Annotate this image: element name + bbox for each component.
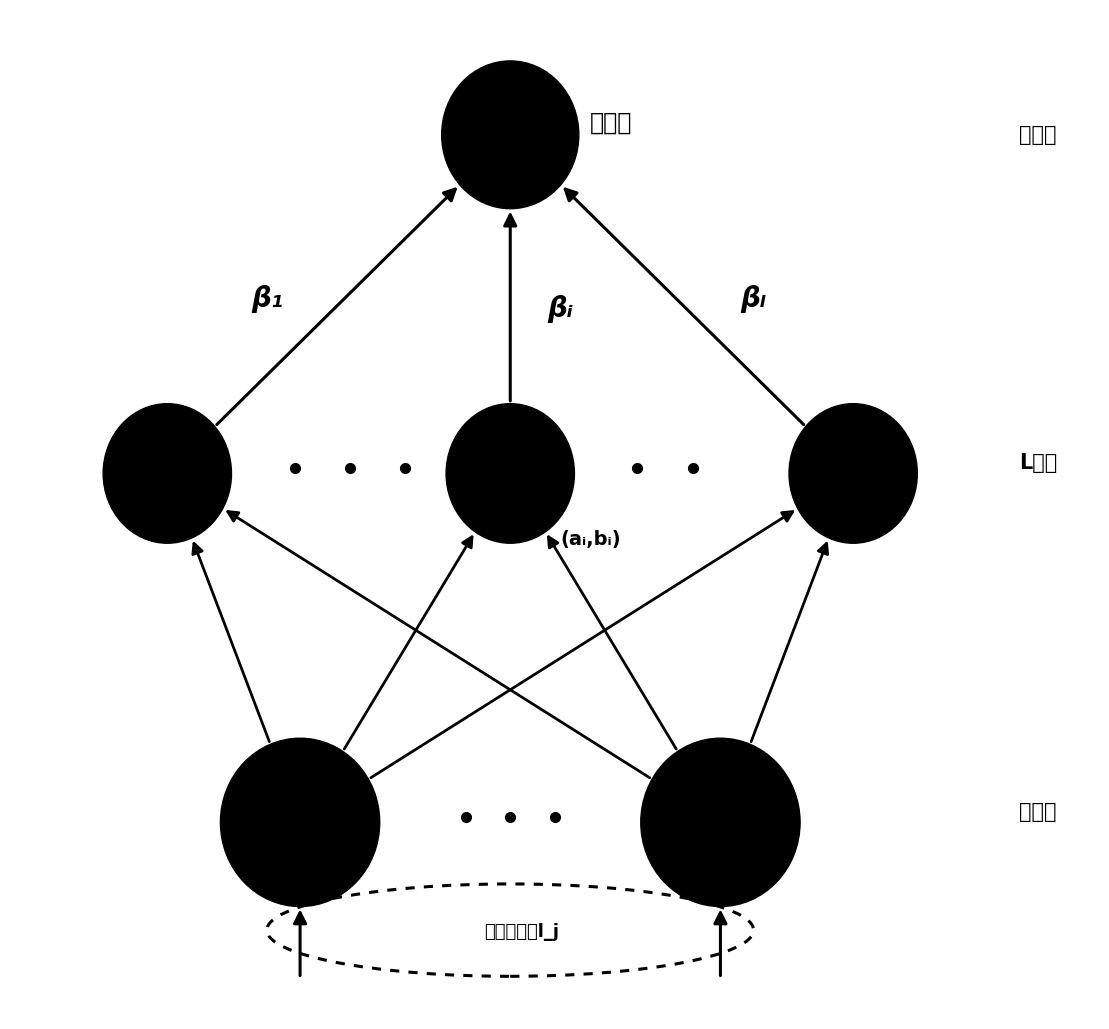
Ellipse shape bbox=[446, 403, 574, 543]
Ellipse shape bbox=[641, 738, 800, 907]
Text: βᵢ: βᵢ bbox=[547, 295, 573, 323]
Text: βₗ: βₗ bbox=[741, 285, 766, 313]
Text: 输入层: 输入层 bbox=[1019, 802, 1057, 822]
Ellipse shape bbox=[221, 738, 379, 907]
Ellipse shape bbox=[103, 403, 232, 543]
Text: 输入样本：l_j: 输入样本：l_j bbox=[484, 923, 559, 942]
Text: β₁: β₁ bbox=[251, 285, 283, 313]
Ellipse shape bbox=[788, 403, 917, 543]
Text: 输出层: 输出层 bbox=[1019, 125, 1057, 145]
Text: 预测値: 预测値 bbox=[590, 110, 632, 135]
Text: (aᵢ,bᵢ): (aᵢ,bᵢ) bbox=[560, 530, 621, 548]
Ellipse shape bbox=[441, 61, 579, 209]
Text: L隐层: L隐层 bbox=[1019, 453, 1057, 473]
